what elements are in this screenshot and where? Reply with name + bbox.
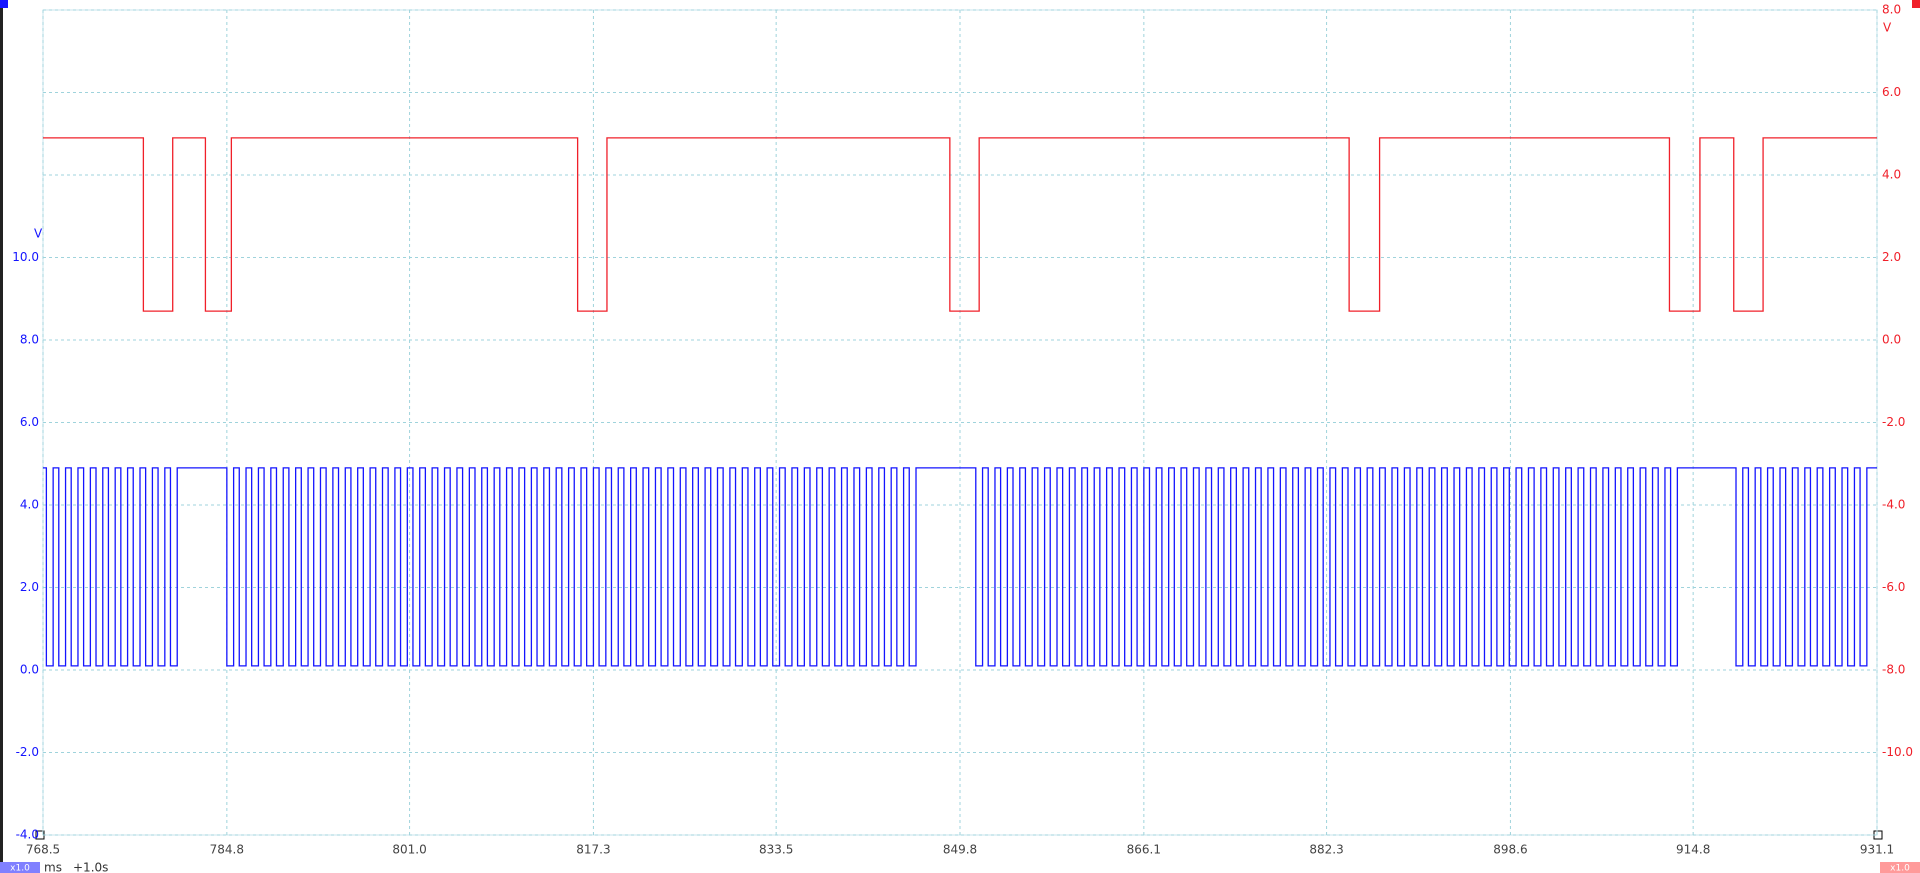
- x-tick-label: 768.5: [26, 843, 60, 857]
- x-tick-label: 866.1: [1127, 843, 1161, 857]
- y2-tick-label: 8.0: [1882, 3, 1901, 17]
- x-tick-label: 784.8: [210, 843, 244, 857]
- y2-tick-label: 6.0: [1882, 85, 1901, 99]
- y-axis-unit: V: [34, 227, 43, 241]
- trace: [43, 467, 1877, 667]
- y2-tick-label: -4.0: [1882, 498, 1905, 512]
- y-tick-label: 6.0: [20, 415, 39, 429]
- channel-a-marker: [0, 0, 8, 8]
- channel-b-scale-box: [1880, 862, 1920, 873]
- x-tick-label: 931.1: [1860, 843, 1894, 857]
- x-tick-label: 898.6: [1493, 843, 1527, 857]
- y2-tick-label: -2.0: [1882, 415, 1905, 429]
- y-tick-label: 10.0: [12, 250, 39, 264]
- y2-tick-label: 2.0: [1882, 250, 1901, 264]
- x-tick-label: 801.0: [392, 843, 426, 857]
- channel-a-scale-box: [0, 862, 40, 873]
- x-tick-label: 833.5: [759, 843, 793, 857]
- time-offset: +1.0s: [73, 861, 108, 873]
- y2-tick-label: -6.0: [1882, 580, 1905, 594]
- y2-tick-label: -10.0: [1882, 745, 1913, 759]
- x-axis-unit: ms: [44, 861, 62, 873]
- y-tick-label: -2.0: [16, 745, 39, 759]
- trace: [43, 137, 1877, 312]
- x-tick-label: 914.8: [1676, 843, 1710, 857]
- channel-b-marker: [1912, 0, 1920, 8]
- y-tick-label: 8.0: [20, 333, 39, 347]
- frame-edge: [0, 0, 3, 873]
- plot-border: [42, 9, 1878, 836]
- y2-tick-label: 4.0: [1882, 168, 1901, 182]
- channel-a-scale: x1.0: [10, 864, 30, 873]
- y2-axis-unit: V: [1883, 21, 1892, 35]
- y-tick-label: 2.0: [20, 580, 39, 594]
- y-tick-label: 4.0: [20, 498, 39, 512]
- y-tick-label: -4.0: [16, 828, 39, 842]
- y-tick-label: 0.0: [20, 663, 39, 677]
- x-tick-label: 849.8: [943, 843, 977, 857]
- x-tick-label: 817.3: [576, 843, 610, 857]
- channel-b-scale: x1.0: [1890, 864, 1910, 873]
- y2-tick-label: -8.0: [1882, 663, 1905, 677]
- y2-tick-label: 0.0: [1882, 333, 1901, 347]
- x-tick-label: 882.3: [1309, 843, 1343, 857]
